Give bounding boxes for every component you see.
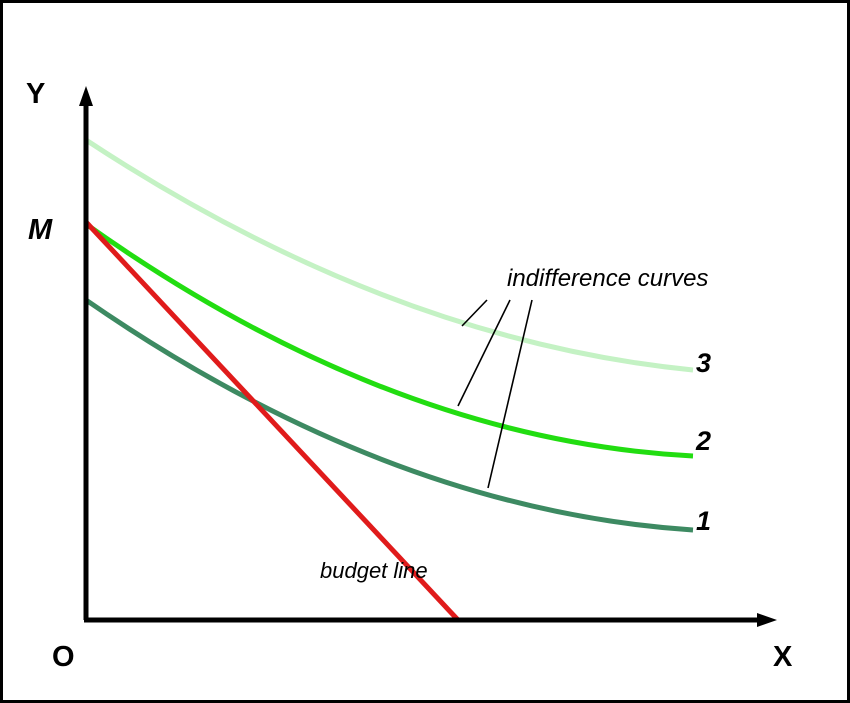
- indifference-curve-1: [84, 297, 694, 533]
- pointer-to-curve-2: [457, 299, 511, 407]
- pointer-to-curve-1: [487, 299, 533, 489]
- curve-1-label: 1: [696, 506, 711, 536]
- pointer-to-curve-3: [461, 299, 488, 327]
- origin-label: O: [52, 641, 75, 673]
- intercept-label-m: M: [28, 214, 53, 246]
- y-axis-label: Y: [26, 78, 45, 110]
- annotation-pointers: [457, 299, 533, 489]
- curve-3-label: 3: [696, 348, 711, 378]
- x-axis-label: X: [773, 641, 793, 673]
- x-axis-arrow: [757, 613, 777, 627]
- budget-line-label: budget line: [320, 558, 428, 583]
- budget-line: [84, 220, 460, 622]
- indifference-curve-2: [84, 221, 694, 459]
- indifference-curve-3: [84, 137, 694, 373]
- curve-2-label: 2: [695, 426, 711, 456]
- y-axis-arrow: [79, 86, 93, 106]
- indifference-curves-annotation: indifference curves: [507, 265, 708, 292]
